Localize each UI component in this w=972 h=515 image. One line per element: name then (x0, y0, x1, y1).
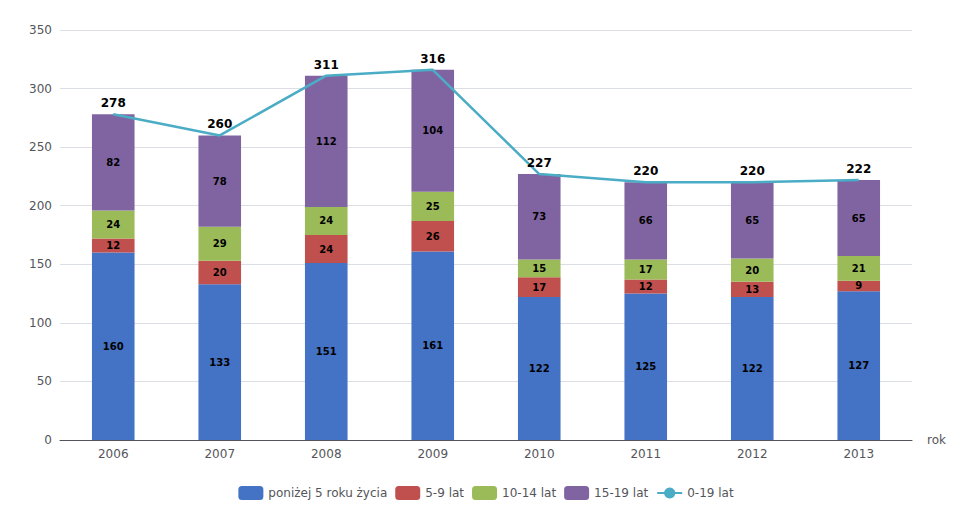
svg-text:25: 25 (426, 201, 440, 212)
svg-text:15: 15 (532, 263, 546, 274)
svg-text:250: 250 (29, 140, 52, 154)
svg-text:151: 151 (316, 346, 337, 357)
svg-text:65: 65 (745, 215, 759, 226)
svg-text:311: 311 (314, 58, 339, 72)
svg-text:82: 82 (106, 157, 120, 168)
svg-text:150: 150 (29, 257, 52, 271)
svg-text:9: 9 (855, 280, 862, 291)
svg-text:2012: 2012 (737, 447, 768, 461)
svg-text:220: 220 (633, 164, 658, 178)
svg-text:227: 227 (527, 156, 552, 170)
svg-text:112: 112 (316, 136, 337, 147)
svg-text:100: 100 (29, 316, 52, 330)
svg-text:26: 26 (426, 231, 440, 242)
svg-text:17: 17 (532, 282, 546, 293)
svg-text:161: 161 (422, 340, 443, 351)
svg-text:15-19 lat: 15-19 lat (594, 486, 648, 500)
svg-text:21: 21 (852, 263, 866, 274)
svg-text:125: 125 (635, 361, 656, 372)
svg-text:20: 20 (745, 265, 759, 276)
svg-text:24: 24 (319, 244, 333, 255)
svg-text:260: 260 (207, 117, 232, 131)
svg-text:2009: 2009 (417, 447, 448, 461)
svg-text:13: 13 (745, 284, 759, 295)
svg-text:2008: 2008 (311, 447, 342, 461)
svg-text:222: 222 (846, 162, 871, 176)
svg-text:220: 220 (740, 164, 765, 178)
svg-text:66: 66 (639, 215, 653, 226)
svg-text:12: 12 (639, 281, 653, 292)
svg-text:20: 20 (213, 267, 227, 278)
svg-text:350: 350 (29, 23, 52, 37)
svg-text:122: 122 (742, 363, 763, 374)
svg-text:rok: rok (927, 433, 946, 447)
svg-text:5-9 lat: 5-9 lat (425, 486, 464, 500)
svg-text:160: 160 (103, 341, 124, 352)
svg-text:0: 0 (44, 433, 52, 447)
svg-text:200: 200 (29, 199, 52, 213)
svg-text:104: 104 (422, 125, 443, 136)
svg-text:122: 122 (529, 363, 550, 374)
svg-text:73: 73 (532, 211, 546, 222)
svg-text:12: 12 (106, 240, 120, 251)
svg-text:17: 17 (639, 264, 653, 275)
svg-text:65: 65 (852, 213, 866, 224)
svg-text:2013: 2013 (843, 447, 874, 461)
svg-text:127: 127 (848, 360, 869, 371)
svg-text:0-19 lat: 0-19 lat (687, 486, 734, 500)
svg-text:29: 29 (213, 238, 227, 249)
svg-text:2010: 2010 (524, 447, 555, 461)
svg-text:78: 78 (213, 176, 227, 187)
svg-text:278: 278 (101, 96, 126, 110)
svg-text:2006: 2006 (98, 447, 129, 461)
svg-text:50: 50 (37, 374, 52, 388)
svg-text:10-14 lat: 10-14 lat (502, 486, 556, 500)
svg-text:poniżej 5 roku życia: poniżej 5 roku życia (268, 486, 387, 500)
svg-text:24: 24 (319, 215, 333, 226)
svg-text:300: 300 (29, 82, 52, 96)
svg-text:2011: 2011 (630, 447, 661, 461)
svg-text:2007: 2007 (204, 447, 235, 461)
svg-text:316: 316 (420, 52, 445, 66)
svg-text:133: 133 (209, 357, 230, 368)
svg-text:24: 24 (106, 219, 120, 230)
